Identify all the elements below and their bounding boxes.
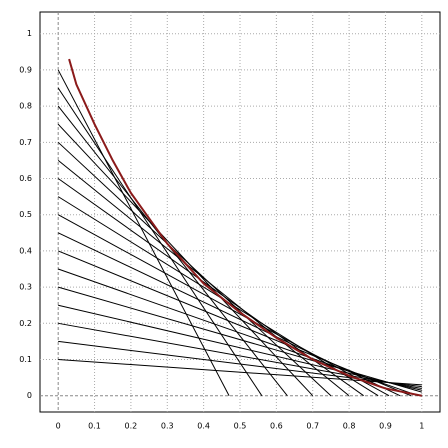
series-line (58, 304, 422, 391)
y-tick-label: 0 (27, 391, 32, 400)
x-tick-label: 0.2 (125, 422, 138, 431)
x-tick-label: 0.5 (234, 422, 247, 431)
y-tick-label: 0.1 (19, 355, 32, 364)
y-tick-label: 0.6 (19, 174, 32, 183)
y-tick-label: 0.8 (19, 102, 32, 111)
x-tick-label: 0.4 (197, 422, 210, 431)
series-line (57, 160, 350, 397)
series-line (57, 232, 401, 397)
series-line (58, 322, 422, 389)
x-tick-label: 0.7 (306, 422, 319, 431)
x-tick-label: 0.1 (88, 422, 101, 431)
y-tick-label: 0.7 (19, 138, 32, 147)
x-tick-label: 0 (56, 422, 61, 431)
x-tick-label: 0.9 (379, 422, 392, 431)
x-tick-label: 0.6 (270, 422, 283, 431)
y-tick-label: 0.5 (19, 210, 32, 219)
series-line (57, 69, 230, 396)
y-tick-label: 0.3 (19, 283, 32, 292)
series-line (57, 141, 332, 397)
y-tick-label: 0.4 (19, 246, 32, 255)
series-line (58, 268, 419, 397)
x-tick-label: 0.3 (161, 422, 174, 431)
y-tick-label: 1 (27, 29, 32, 38)
x-tick-label: 1 (419, 422, 424, 431)
y-tick-label: 0.9 (19, 65, 32, 74)
x-tick-label: 0.8 (343, 422, 356, 431)
y-tick-label: 0.2 (19, 319, 32, 328)
series-line (58, 286, 422, 393)
series-line (68, 58, 423, 397)
